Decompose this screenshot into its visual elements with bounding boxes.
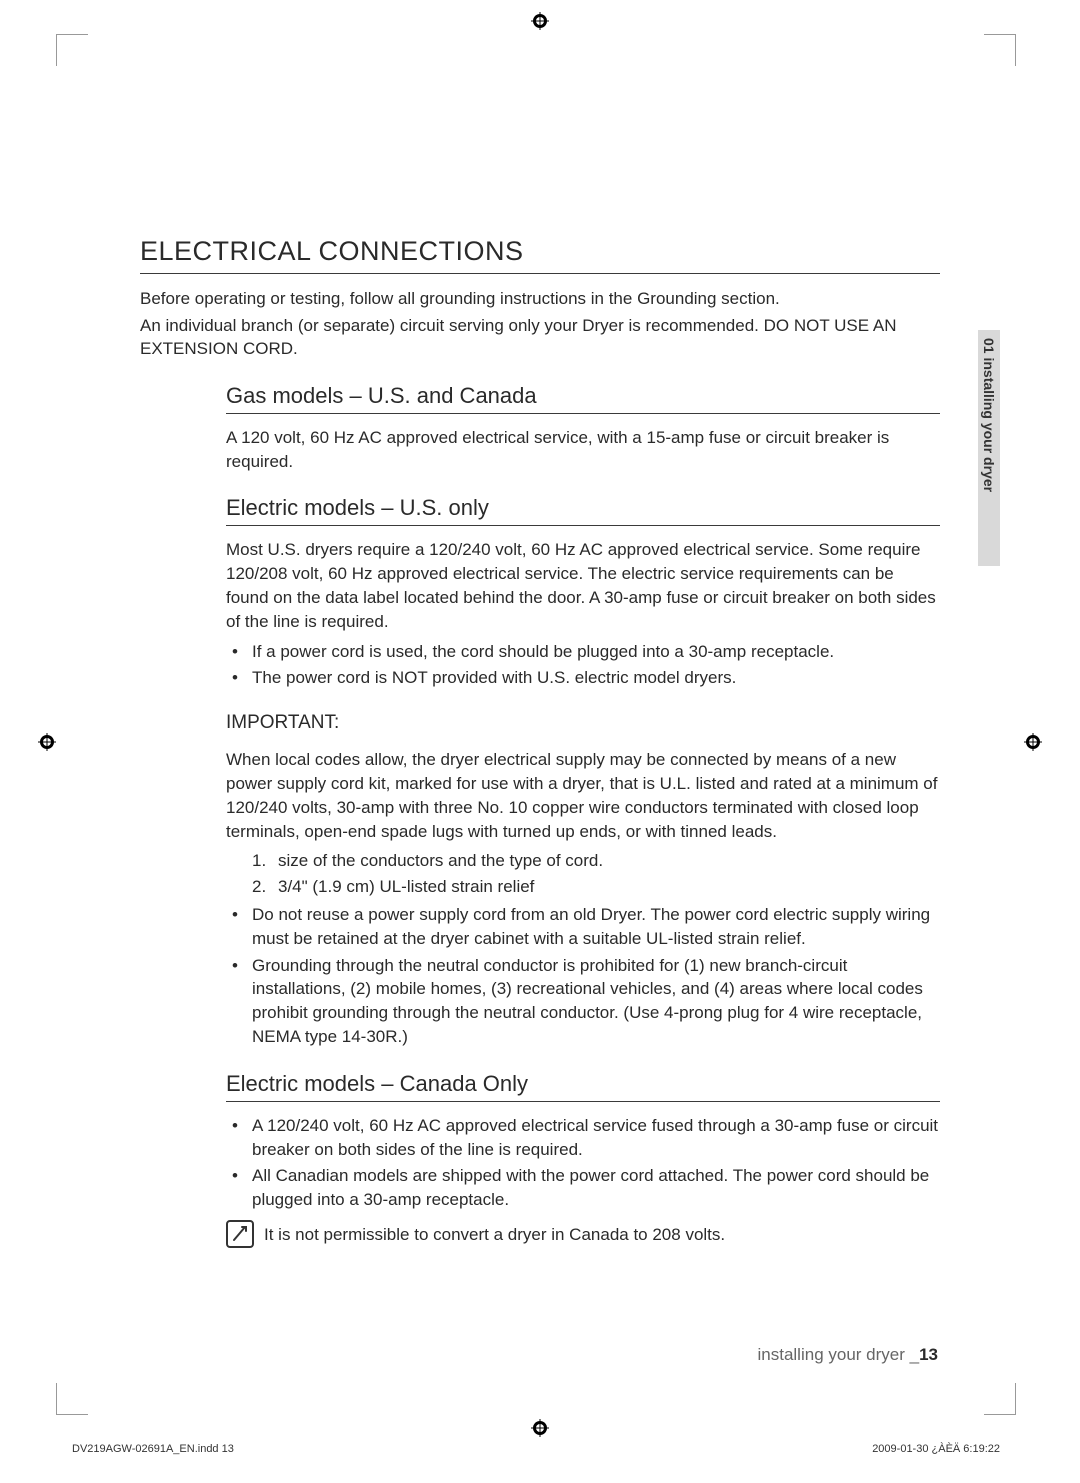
page-number: 13	[919, 1345, 938, 1364]
list-item: A 120/240 volt, 60 Hz AC approved electr…	[226, 1114, 940, 1162]
footer-label: installing your dryer _	[758, 1345, 920, 1364]
intro-block: Before operating or testing, follow all …	[140, 288, 940, 361]
gas-body: A 120 volt, 60 Hz AC approved electrical…	[226, 426, 940, 474]
list-item: Do not reuse a power supply cord from an…	[226, 903, 940, 951]
footprint: DV219AGW-02691A_EN.indd 13 2009-01-30 ¿À…	[72, 1443, 1000, 1455]
electric-ca-bullets: A 120/240 volt, 60 Hz AC approved electr…	[226, 1114, 940, 1212]
list-item: The power cord is NOT provided with U.S.…	[226, 666, 940, 690]
crop-corner-br-icon	[984, 1383, 1016, 1415]
page-content: ELECTRICAL CONNECTIONS Before operating …	[140, 236, 940, 1253]
electric-us-bullets: If a power cord is used, the cord should…	[226, 640, 940, 691]
main-title: ELECTRICAL CONNECTIONS	[140, 236, 940, 274]
crop-corner-tr-icon	[984, 34, 1016, 66]
note-row: It is not permissible to convert a dryer…	[226, 1220, 940, 1253]
indented-content: Gas models – U.S. and Canada A 120 volt,…	[226, 383, 940, 1253]
electric-us-heading: Electric models – U.S. only	[226, 495, 940, 526]
crop-mark-top-icon	[531, 12, 549, 30]
electric-us-body: Most U.S. dryers require a 120/240 volt,…	[226, 538, 940, 633]
important-bullets: Do not reuse a power supply cord from an…	[226, 903, 940, 1049]
crop-mark-bottom-icon	[531, 1419, 549, 1437]
electric-ca-heading: Electric models – Canada Only	[226, 1071, 940, 1102]
crop-mark-right-icon	[1024, 733, 1042, 751]
list-item: If a power cord is used, the cord should…	[226, 640, 940, 664]
side-tab: 01 installing your dryer	[978, 330, 1000, 566]
footer-section: installing your dryer _13	[758, 1345, 939, 1365]
footprint-right: 2009-01-30 ¿ÀÈÄ 6:19:22	[872, 1443, 1000, 1455]
intro-line-2: An individual branch (or separate) circu…	[140, 315, 940, 361]
note-text: It is not permissible to convert a dryer…	[264, 1223, 725, 1247]
footprint-left: DV219AGW-02691A_EN.indd 13	[72, 1443, 234, 1455]
important-body: When local codes allow, the dryer electr…	[226, 748, 940, 843]
important-numbered: size of the conductors and the type of c…	[226, 849, 940, 899]
list-item: All Canadian models are shipped with the…	[226, 1164, 940, 1212]
gas-heading: Gas models – U.S. and Canada	[226, 383, 940, 414]
list-item: Grounding through the neutral conductor …	[226, 954, 940, 1049]
list-item: size of the conductors and the type of c…	[252, 849, 940, 873]
intro-line-1: Before operating or testing, follow all …	[140, 288, 940, 311]
note-icon	[226, 1220, 254, 1248]
crop-corner-tl-icon	[56, 34, 88, 66]
crop-mark-left-icon	[38, 733, 56, 751]
crop-corner-bl-icon	[56, 1383, 88, 1415]
list-item: 3/4" (1.9 cm) UL-listed strain relief	[252, 875, 940, 899]
important-heading: IMPORTANT:	[226, 712, 940, 734]
